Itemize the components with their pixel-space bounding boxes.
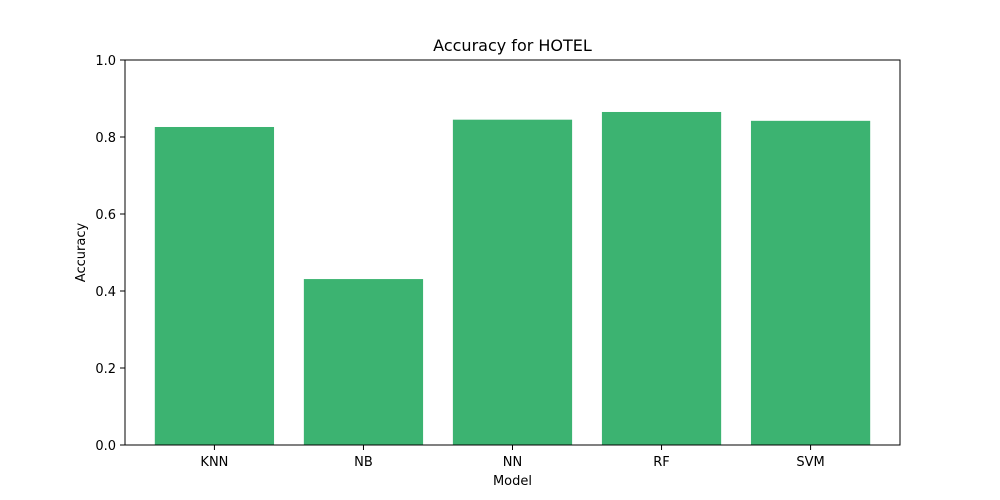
y-tick-label: 0.4 xyxy=(95,285,116,300)
y-tick-label: 1.0 xyxy=(95,54,116,69)
x-axis-ticks: KNN NB NN RF SVM xyxy=(200,445,825,470)
bar-nn xyxy=(452,119,573,446)
x-tick-label: NN xyxy=(503,455,522,470)
bars-group xyxy=(154,111,871,446)
x-tick-label: RF xyxy=(653,455,670,470)
x-tick-label: NB xyxy=(354,455,373,470)
bar-knn xyxy=(154,126,275,446)
bar-rf xyxy=(601,111,722,445)
bar-nb xyxy=(303,279,424,445)
y-tick-label: 0.6 xyxy=(95,208,116,223)
y-axis-ticks: 0.0 0.2 0.4 0.6 0.8 1.0 xyxy=(95,54,125,454)
y-tick-label: 0.2 xyxy=(95,362,116,377)
x-axis-label: Model xyxy=(493,474,532,489)
bar-svm xyxy=(750,120,871,445)
y-tick-label: 0.8 xyxy=(95,131,116,146)
y-axis-label: Accuracy xyxy=(74,223,89,283)
x-tick-label: KNN xyxy=(200,455,228,470)
x-tick-label: SVM xyxy=(796,455,824,470)
y-tick-label: 0.0 xyxy=(95,439,116,454)
chart-title: Accuracy for HOTEL xyxy=(433,36,592,55)
